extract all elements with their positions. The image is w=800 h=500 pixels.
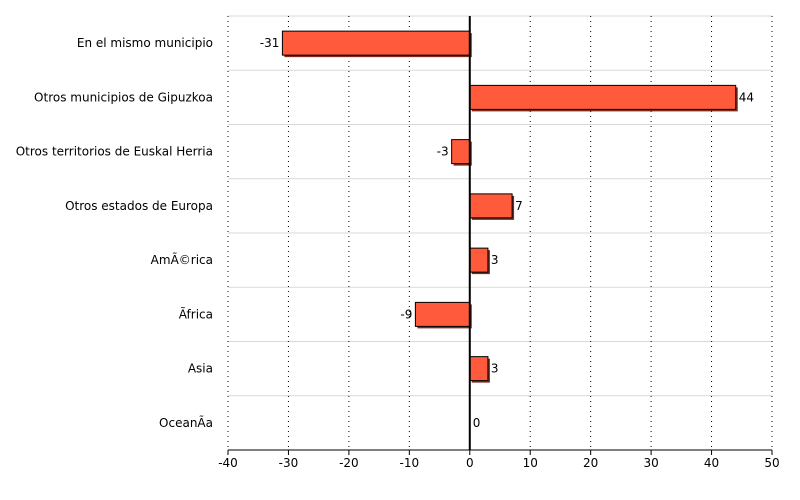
grid xyxy=(227,15,773,451)
data-label: 3 xyxy=(491,362,499,376)
bar xyxy=(281,30,471,56)
data-label: 0 xyxy=(473,416,481,430)
x-tick-label: -20 xyxy=(339,456,359,470)
bar xyxy=(414,301,471,327)
bar xyxy=(469,84,737,110)
x-tick-label: -40 xyxy=(218,456,238,470)
data-label: 3 xyxy=(491,253,499,267)
x-tick-label: -10 xyxy=(400,456,420,470)
x-axis: -40 -30 -20 -10 0 10 20 30 40 50 xyxy=(218,449,780,470)
category-label: Ãfrica xyxy=(179,306,213,321)
bar xyxy=(451,139,471,165)
category-labels: En el mismo municipio Otros municipios de… xyxy=(16,36,213,430)
x-tick-label: 10 xyxy=(523,456,538,470)
data-label: -31 xyxy=(260,36,280,50)
category-label: Otros estados de Europa xyxy=(65,199,213,213)
bar xyxy=(469,193,513,219)
x-tick-label: 50 xyxy=(764,456,779,470)
category-label: AmÃ©rica xyxy=(151,252,213,267)
data-label: -3 xyxy=(437,145,449,159)
x-tick-label: 40 xyxy=(704,456,719,470)
data-label: 7 xyxy=(515,199,523,213)
x-tick-label: 20 xyxy=(583,456,598,470)
category-label: OceanÃ­a xyxy=(159,415,213,430)
x-tick-label: 0 xyxy=(466,456,474,470)
bar xyxy=(469,356,489,382)
category-label: Asia xyxy=(188,362,213,376)
x-tick-label: -30 xyxy=(279,456,299,470)
bar xyxy=(469,247,489,273)
category-label: Otros territorios de Euskal Herria xyxy=(16,145,213,159)
data-label: 44 xyxy=(739,90,754,104)
category-label: En el mismo municipio xyxy=(77,36,213,50)
category-label: Otros municipios de Gipuzkoa xyxy=(34,90,213,104)
x-tick-label: 30 xyxy=(643,456,658,470)
data-label: -9 xyxy=(400,307,412,321)
bars: -31 44 -3 7 3 -9 3 0 xyxy=(260,30,754,430)
